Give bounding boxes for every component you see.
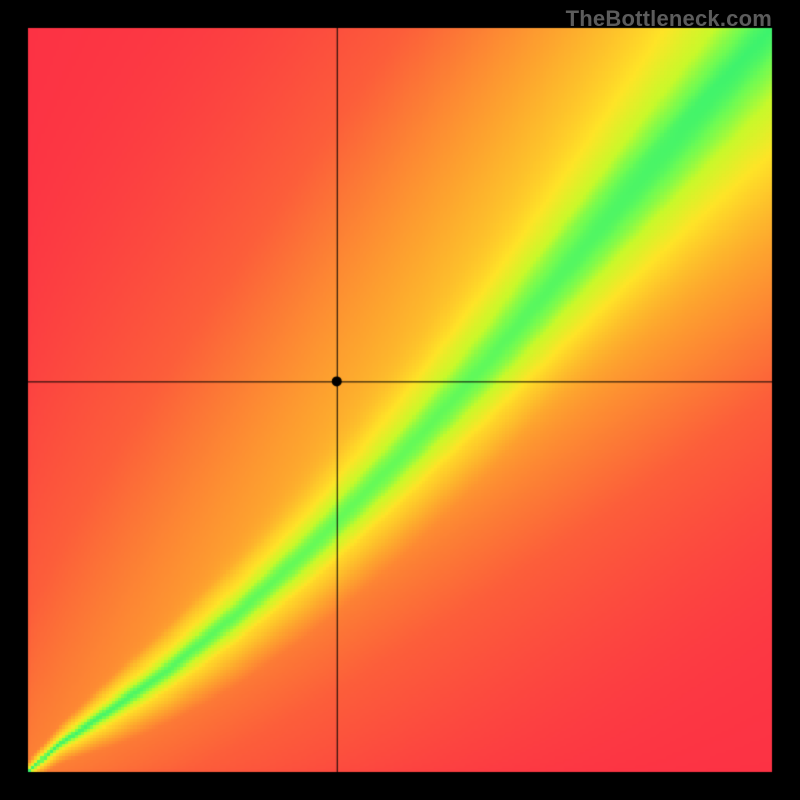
chart-frame: { "watermark": { "text": "TheBottleneck.… [0, 0, 800, 800]
watermark-text: TheBottleneck.com [566, 6, 772, 32]
bottleneck-heatmap [0, 0, 800, 800]
